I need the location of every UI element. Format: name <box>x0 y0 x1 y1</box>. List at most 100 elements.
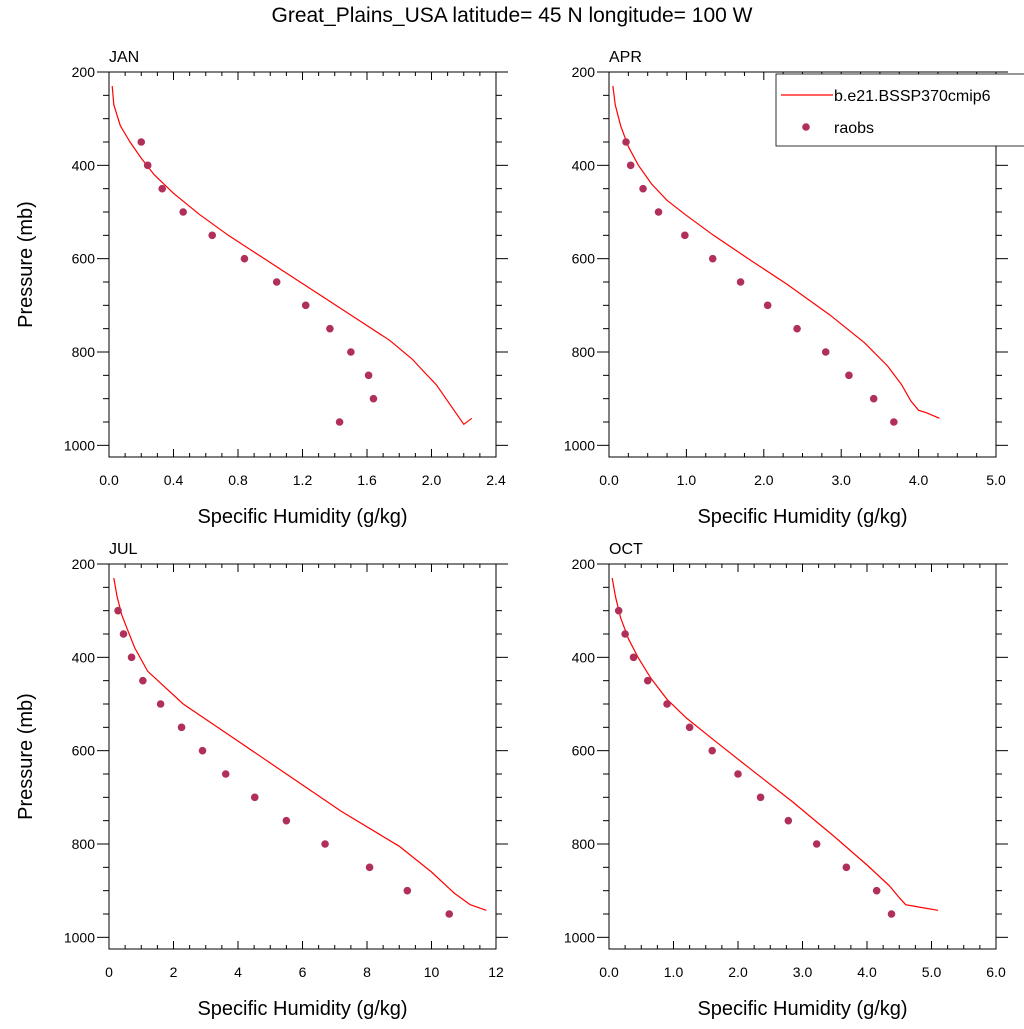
x-tick-label: 8 <box>363 964 371 980</box>
obs-point <box>622 138 630 146</box>
x-tick-label: 6.0 <box>986 964 1006 980</box>
x-tick-label: 1.2 <box>293 472 313 488</box>
obs-point <box>272 278 281 286</box>
x-tick-label: 2 <box>170 964 178 980</box>
obs-point <box>365 863 374 872</box>
y-tick-label: 1000 <box>564 929 595 945</box>
obs-point <box>198 746 207 755</box>
obs-point <box>156 700 165 708</box>
obs-point <box>812 840 821 848</box>
y-tick-label: 600 <box>572 251 596 267</box>
panel-apr: APR 0.0 1.0 2.0 3.0 4.0 5.0 200 400 600 800 1000 Spe… <box>564 49 1008 528</box>
x-tick-label: 0 <box>105 964 113 980</box>
panel-title: OCT <box>609 541 643 558</box>
legend: b.e21.BSSP370cmip6 raobs <box>775 73 1024 147</box>
y-tick-label: 600 <box>572 743 596 759</box>
y-tick-label: 800 <box>572 344 596 360</box>
obs-point <box>842 863 851 872</box>
obs-point <box>364 371 373 380</box>
obs-point <box>282 816 291 825</box>
y-tick-label: 400 <box>572 157 596 173</box>
obs-point <box>639 184 647 193</box>
plot-frame <box>608 563 997 950</box>
obs-point <box>158 184 167 193</box>
obs-point <box>137 138 146 146</box>
y-tick-label: 200 <box>572 64 596 80</box>
x-tick-label: 4.0 <box>857 964 877 980</box>
x-tick-label: 1.6 <box>357 472 377 488</box>
x-tick-label: 2.4 <box>486 472 506 488</box>
x-tick-label: 4 <box>234 964 242 980</box>
x-tick-label: 3.0 <box>831 472 851 488</box>
x-tick-label: 0.0 <box>99 472 119 488</box>
x-tick-label: 4.0 <box>909 472 929 488</box>
obs-point <box>326 324 334 333</box>
y-tick-label: 400 <box>72 157 96 173</box>
obs-point <box>445 910 454 918</box>
y-tick-label: 800 <box>72 344 96 360</box>
y-tick-label: 400 <box>72 649 96 665</box>
obs-point <box>793 324 801 333</box>
y-tick-label: 600 <box>72 251 96 267</box>
obs-point <box>614 606 623 615</box>
model-series-line <box>612 85 940 419</box>
y-tick-label: 800 <box>572 836 596 852</box>
obs-point <box>734 770 742 778</box>
obs-point <box>143 161 152 170</box>
x-tick-label: 0.4 <box>164 472 184 488</box>
panel-oct: OCT 0.0 1.0 2.0 3.0 4.0 5.0 6.0 200 400 600 800 1000… <box>564 541 1008 1020</box>
obs-point <box>250 793 259 802</box>
x-tick-label: 3.0 <box>793 964 813 980</box>
plot-frame <box>108 71 497 458</box>
y-tick-label: 1000 <box>564 437 595 453</box>
obs-point <box>654 208 663 216</box>
obs-point <box>621 630 629 638</box>
obs-point <box>119 630 128 638</box>
obs-point <box>708 746 716 755</box>
obs-point <box>845 371 853 380</box>
obs-point <box>784 816 793 825</box>
obs-point <box>681 231 689 240</box>
obs-point <box>179 208 187 216</box>
y-tick-label: 800 <box>72 836 96 852</box>
obs-point <box>369 394 378 403</box>
obs-point <box>869 394 878 403</box>
x-axis-label: Specific Humidity (g/kg) <box>197 998 407 1020</box>
obs-point <box>139 676 147 685</box>
panel-title: JUL <box>109 541 138 558</box>
panel-title: JAN <box>109 49 139 66</box>
x-axis-label: Specific Humidity (g/kg) <box>197 506 407 528</box>
y-tick-label: 200 <box>572 556 596 572</box>
obs-point <box>114 606 122 615</box>
obs-point <box>821 348 830 356</box>
obs-point <box>890 418 898 426</box>
obs-point <box>127 653 136 662</box>
panel-title: APR <box>609 49 642 66</box>
obs-point <box>240 254 249 263</box>
obs-point <box>221 770 230 778</box>
x-tick-label: 5.0 <box>986 472 1006 488</box>
y-tick-label: 200 <box>72 64 96 80</box>
x-tick-label: 0.8 <box>228 472 248 488</box>
obs-point <box>685 723 694 732</box>
obs-point <box>321 840 329 848</box>
x-tick-label: 6 <box>299 964 307 980</box>
x-tick-label: 2.0 <box>422 472 442 488</box>
y-tick-label: 1000 <box>64 437 95 453</box>
obs-point <box>756 793 765 802</box>
obs-point <box>872 886 881 895</box>
obs-point <box>763 301 772 310</box>
x-tick-label: 10 <box>424 964 440 980</box>
model-series-line <box>111 85 473 426</box>
x-axis-label: Specific Humidity (g/kg) <box>697 998 907 1020</box>
plot-frame <box>108 563 497 950</box>
panel-jul: JUL 0 2 4 6 8 10 12 200 400 600 800 1000 Specific Hum… <box>15 541 508 1020</box>
x-tick-label: 0.0 <box>599 472 619 488</box>
legend-obs-label: raobs <box>834 120 874 137</box>
obs-point <box>663 700 671 708</box>
obs-point <box>643 676 652 685</box>
obs-point <box>335 418 344 426</box>
x-tick-label: 0.0 <box>599 964 619 980</box>
obs-point <box>403 886 412 895</box>
